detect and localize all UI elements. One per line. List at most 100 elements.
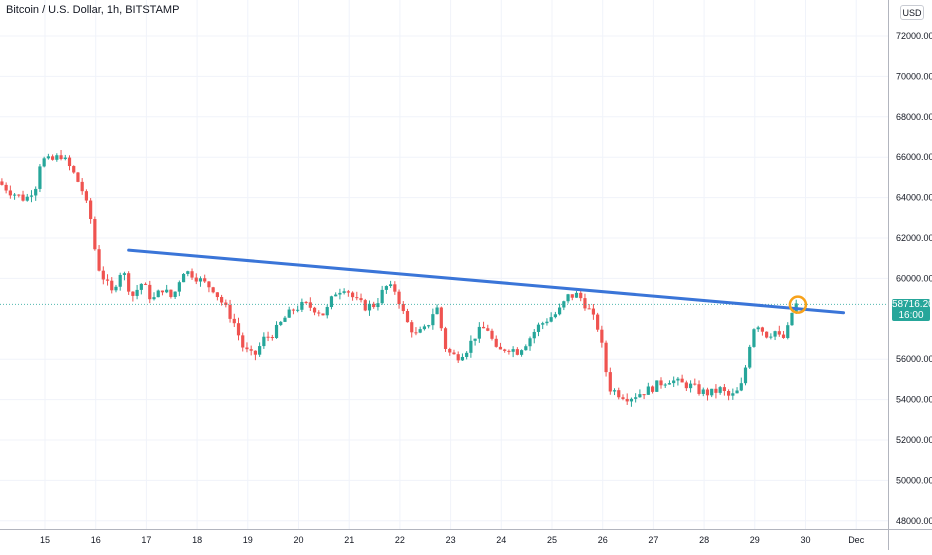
grid-layer bbox=[0, 0, 888, 529]
time-tick-label: 29 bbox=[750, 535, 760, 545]
candle-body bbox=[672, 380, 676, 384]
candle-body bbox=[760, 327, 765, 332]
candle-body bbox=[325, 307, 329, 316]
price-tick-label: 62000.00 bbox=[896, 233, 932, 243]
time-tick-label: 19 bbox=[243, 535, 253, 545]
candle-body bbox=[334, 294, 338, 297]
price-tick-label: 60000.00 bbox=[896, 273, 932, 283]
candle-body bbox=[173, 291, 177, 297]
last-price-countdown: 16:00 bbox=[898, 310, 924, 321]
candle-body bbox=[443, 328, 448, 349]
candle-body bbox=[735, 390, 739, 394]
candle-body bbox=[731, 393, 735, 396]
candle-body bbox=[215, 292, 219, 298]
candle-body bbox=[283, 317, 287, 322]
candle-body bbox=[177, 282, 181, 292]
candle-body bbox=[486, 328, 490, 331]
candle-body bbox=[697, 384, 701, 394]
candle-body bbox=[756, 327, 760, 330]
candle-body bbox=[228, 305, 232, 319]
candle-body bbox=[503, 349, 507, 351]
time-tick-label: 24 bbox=[496, 535, 506, 545]
candle-body bbox=[405, 311, 410, 323]
candle-body bbox=[139, 283, 143, 290]
candle-body bbox=[300, 301, 304, 310]
candle-body bbox=[558, 307, 562, 315]
candle-body bbox=[498, 346, 503, 350]
candle-body bbox=[198, 278, 203, 282]
candle-body bbox=[76, 172, 80, 182]
candle-body bbox=[422, 326, 427, 330]
candle-body bbox=[384, 286, 388, 290]
candle-body bbox=[380, 289, 384, 304]
candle-body bbox=[291, 309, 296, 311]
candle-body bbox=[418, 329, 422, 333]
candle-body bbox=[718, 387, 722, 393]
candle-body bbox=[211, 287, 215, 293]
candle-body bbox=[55, 155, 59, 160]
candle-body bbox=[363, 300, 367, 311]
candle-body bbox=[232, 318, 236, 324]
candle-body bbox=[241, 335, 245, 348]
candle-body bbox=[465, 352, 469, 357]
candle-body bbox=[507, 350, 511, 352]
candle-body bbox=[536, 324, 541, 332]
candle-body bbox=[448, 348, 452, 353]
candle-body bbox=[38, 166, 42, 189]
time-tick-label: 22 bbox=[395, 535, 405, 545]
candle-body bbox=[596, 314, 600, 330]
candle-body bbox=[67, 157, 72, 167]
candle-body bbox=[165, 289, 169, 293]
candle-body bbox=[143, 283, 148, 285]
candle-body bbox=[414, 332, 418, 334]
candle-body bbox=[574, 292, 579, 298]
candle-body bbox=[617, 390, 621, 398]
candle-body bbox=[321, 313, 325, 316]
candle-body bbox=[693, 383, 697, 385]
time-tick-label: 27 bbox=[648, 535, 658, 545]
overlay-layer bbox=[0, 248, 888, 315]
price-tick-label: 52000.00 bbox=[896, 435, 932, 445]
candle-body bbox=[350, 292, 355, 298]
candle-body bbox=[4, 184, 8, 191]
candle-body bbox=[515, 349, 519, 355]
candle-body bbox=[625, 398, 629, 402]
candle-body bbox=[101, 270, 105, 280]
candle-body bbox=[169, 289, 173, 297]
candle-body bbox=[667, 383, 672, 385]
candle-body bbox=[194, 277, 198, 282]
candle-body bbox=[80, 181, 84, 192]
price-tick-label: 50000.00 bbox=[896, 475, 932, 485]
candle-body bbox=[0, 181, 4, 185]
candle-body bbox=[207, 281, 211, 288]
candle-body bbox=[118, 274, 122, 287]
candle-body bbox=[541, 323, 545, 325]
candle-body bbox=[376, 303, 380, 308]
candle-body bbox=[587, 308, 591, 310]
candle-body bbox=[160, 290, 165, 293]
highlight-circle bbox=[788, 295, 808, 314]
time-tick-label: 20 bbox=[293, 535, 303, 545]
candle-body bbox=[236, 323, 241, 336]
candle-body bbox=[46, 156, 50, 159]
candle-body bbox=[29, 195, 34, 197]
candle-body bbox=[473, 338, 477, 341]
candle-body bbox=[262, 336, 266, 347]
currency-button[interactable]: USD bbox=[900, 5, 924, 20]
candle-body bbox=[253, 350, 258, 355]
candle-body bbox=[634, 397, 638, 399]
candle-body bbox=[566, 294, 570, 302]
candle-body bbox=[663, 384, 667, 386]
candle-body bbox=[427, 325, 431, 327]
candle-body bbox=[355, 297, 359, 299]
time-tick-label: Dec bbox=[848, 535, 865, 545]
candle-body bbox=[435, 307, 439, 315]
price-tick-label: 68000.00 bbox=[896, 112, 932, 122]
candle-body bbox=[752, 329, 756, 347]
candle-body bbox=[127, 273, 131, 292]
candle-body bbox=[393, 284, 397, 292]
time-tick-label: 23 bbox=[446, 535, 456, 545]
candle-body bbox=[152, 297, 156, 300]
